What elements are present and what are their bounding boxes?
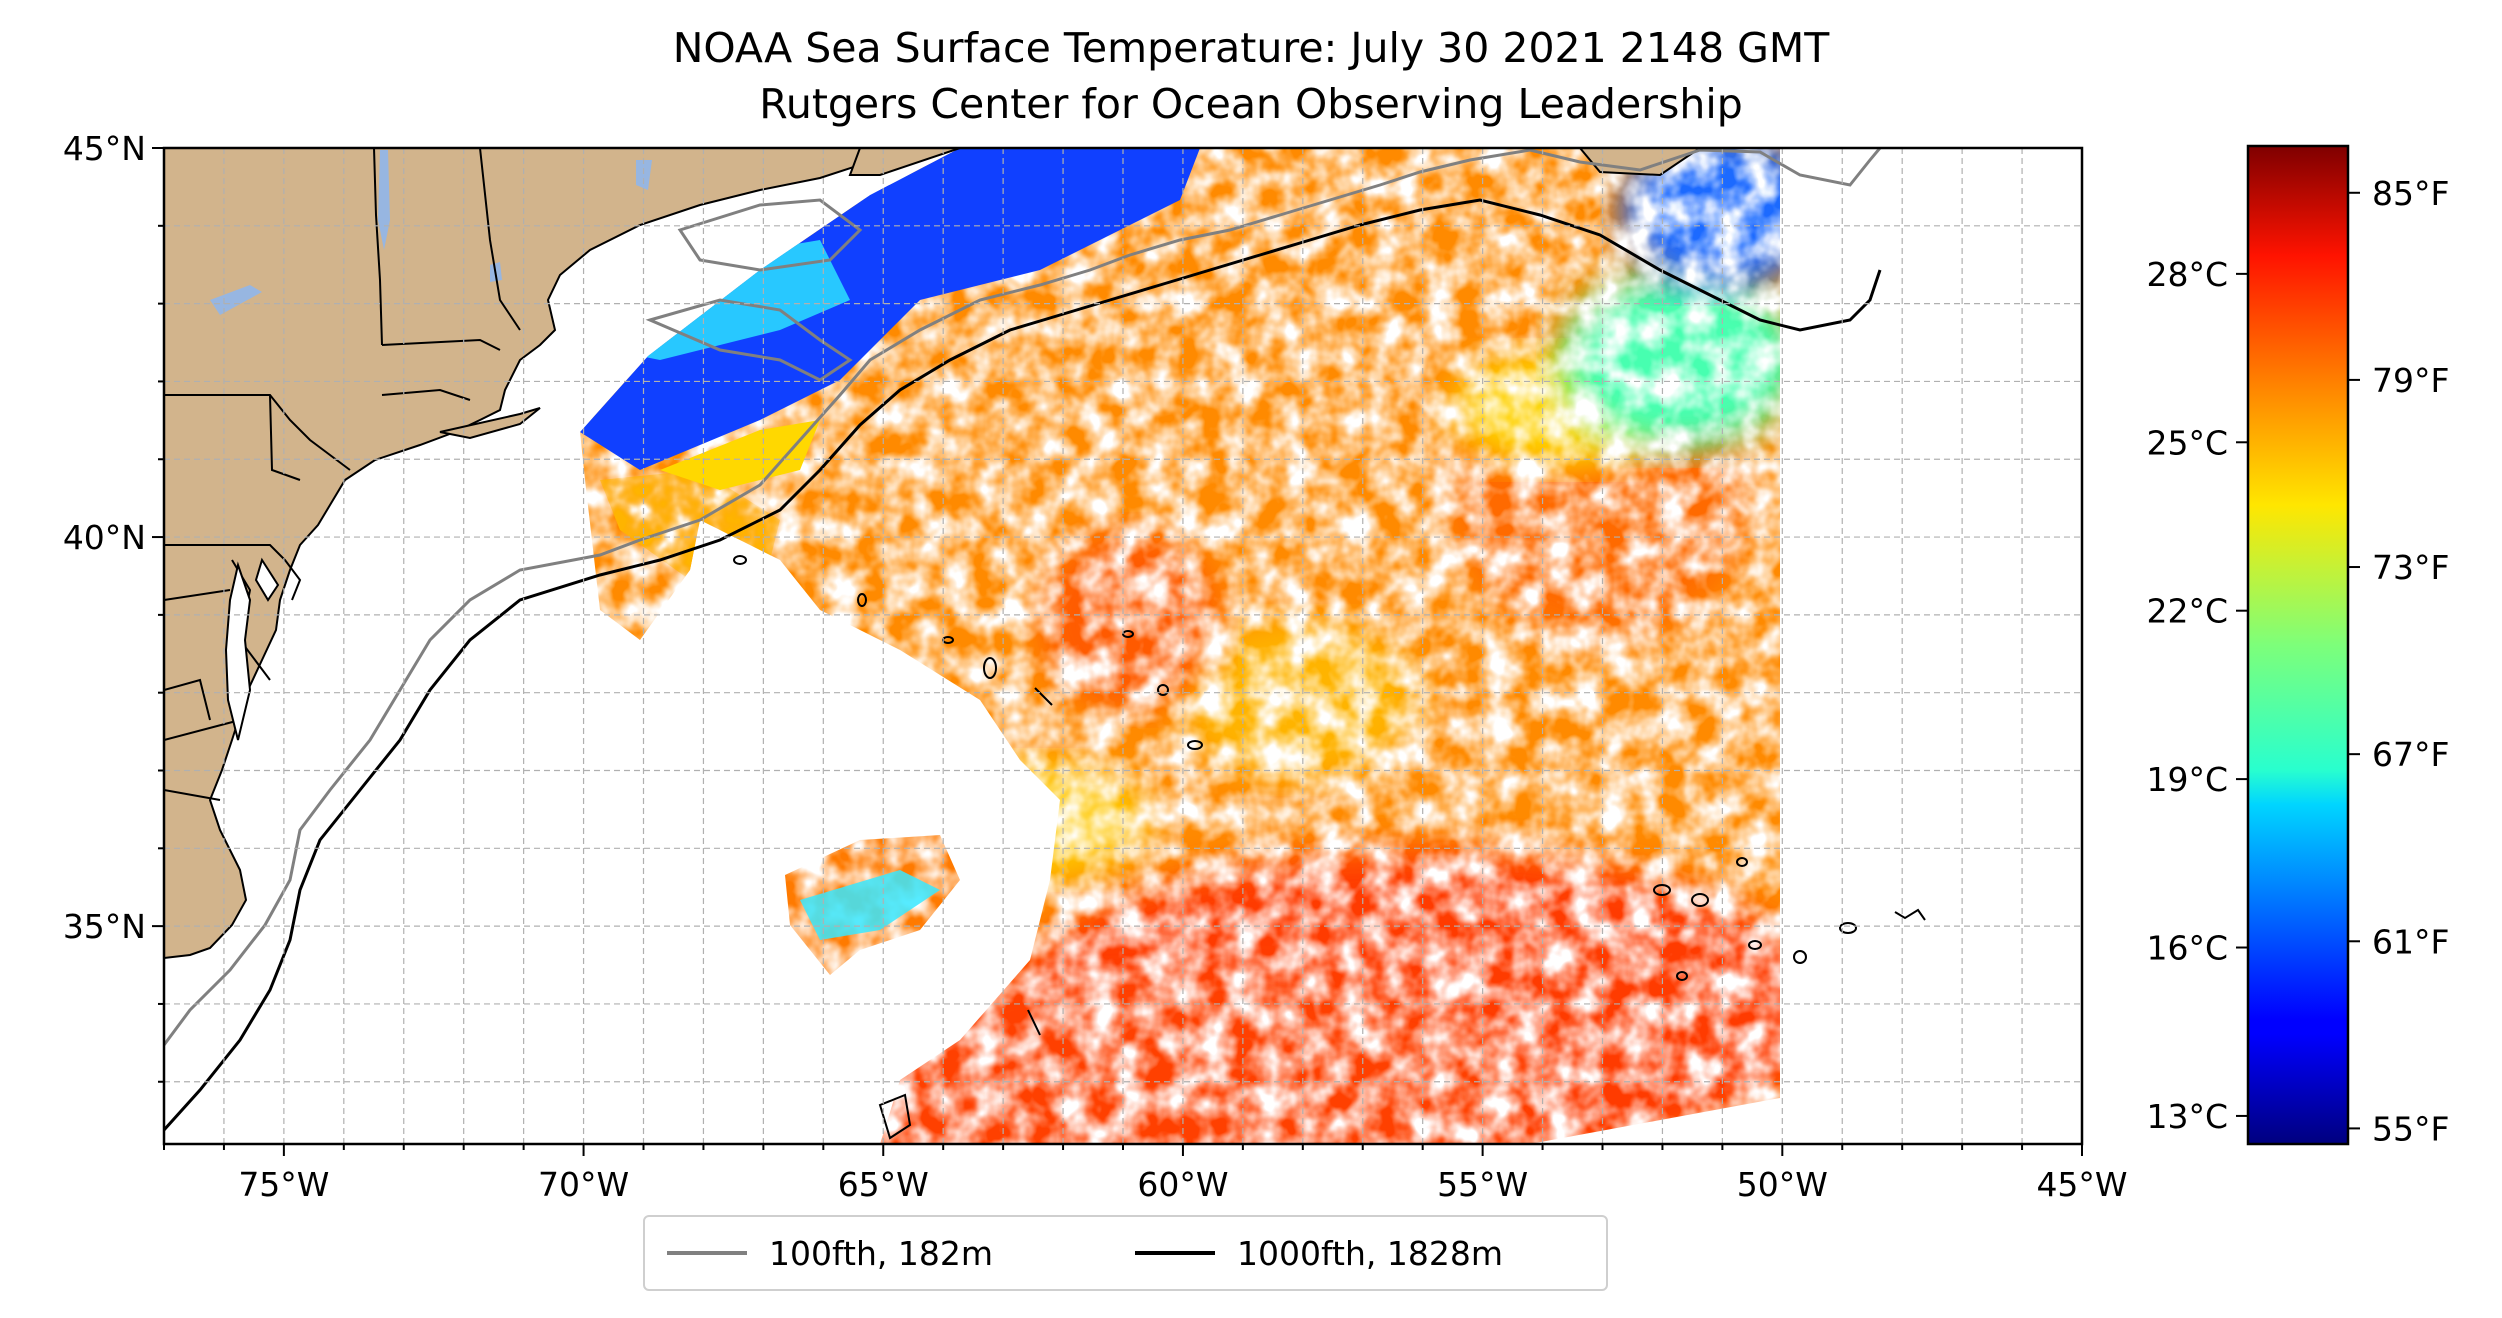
graticule bbox=[163, 147, 2083, 1144]
isobath-100fth-gulf bbox=[677, 198, 863, 272]
delaware-bay bbox=[254, 557, 280, 602]
sst-patch-cold bbox=[800, 870, 940, 940]
lon-tick-label: 70°W bbox=[538, 1165, 629, 1204]
colorbar-celsius-label: 22°C bbox=[2146, 592, 2228, 631]
lon-tick-label: 45°W bbox=[2036, 1165, 2127, 1204]
colorbar-celsius-label: 16°C bbox=[2146, 929, 2228, 968]
lat-tick-label: 45°N bbox=[63, 129, 146, 168]
nova-scotia bbox=[848, 148, 961, 176]
colorbar-fahrenheit-label: 79°F bbox=[2372, 361, 2449, 400]
legend-label-1000fth: 1000fth, 1828m bbox=[1237, 1233, 1503, 1273]
longitude-axis: 75°W 70°W 65°W 60°W 55°W 50°W 45°W bbox=[163, 1144, 2128, 1204]
chesapeake-bay bbox=[224, 561, 252, 741]
colorbar-fahrenheit-label: 61°F bbox=[2372, 922, 2449, 961]
colorbar-fahrenheit-label: 85°F bbox=[2372, 174, 2449, 213]
lake-moosehead bbox=[636, 160, 652, 190]
state-borders bbox=[164, 148, 521, 801]
map-subtitle: Rutgers Center for Ocean Observing Leade… bbox=[759, 80, 1743, 128]
land-north-america bbox=[164, 148, 901, 960]
latitude-axis: 45°N 40°N 35°N bbox=[63, 129, 164, 1083]
lake-champlain bbox=[378, 150, 390, 250]
lon-tick-label: 60°W bbox=[1137, 1165, 1228, 1204]
isobath-legend: 100fth, 182m 1000fth, 1828m bbox=[643, 1215, 1608, 1291]
lon-tick-label: 50°W bbox=[1737, 1165, 1828, 1204]
legend-entry-100fth: 100fth, 182m bbox=[667, 1217, 993, 1289]
colorbar-celsius-label: 13°C bbox=[2146, 1097, 2228, 1136]
lat-tick-label: 35°N bbox=[63, 907, 146, 946]
colorbar-fahrenheit-label: 55°F bbox=[2372, 1109, 2449, 1148]
legend-entry-1000fth: 1000fth, 1828m bbox=[1135, 1217, 1503, 1289]
colorbar-celsius-axis: 13°C 16°C 19°C 22°C 25°C 28°C bbox=[2146, 255, 2248, 1136]
legend-line-black bbox=[1135, 1251, 1215, 1255]
colorbar-celsius-label: 25°C bbox=[2146, 423, 2228, 462]
lat-tick-label: 40°N bbox=[63, 518, 146, 557]
colorbar-fahrenheit-label: 73°F bbox=[2372, 548, 2449, 587]
colorbar-gradient bbox=[2248, 146, 2348, 1144]
colorbar-frame bbox=[2246, 144, 2350, 1146]
isobath-100fth bbox=[164, 148, 1882, 1046]
long-island bbox=[439, 407, 541, 440]
colorbar-fahrenheit-label: 67°F bbox=[2372, 735, 2449, 774]
map-title: NOAA Sea Surface Temperature: July 30 20… bbox=[672, 24, 1830, 72]
colorbar-celsius-label: 28°C bbox=[2146, 255, 2228, 294]
colorbar-celsius-label: 19°C bbox=[2146, 760, 2228, 799]
lake-reservoir bbox=[210, 285, 262, 315]
lon-tick-label: 55°W bbox=[1437, 1165, 1528, 1204]
legend-label-100fth: 100fth, 182m bbox=[769, 1233, 993, 1273]
colorbar-fahrenheit-axis: 55°F 61°F 67°F 73°F 79°F 85°F bbox=[2348, 174, 2449, 1148]
isobath-1000fth bbox=[164, 198, 1882, 1132]
lon-tick-label: 75°W bbox=[238, 1165, 329, 1204]
legend-line-gray bbox=[667, 1251, 747, 1255]
lon-tick-label: 65°W bbox=[838, 1165, 929, 1204]
